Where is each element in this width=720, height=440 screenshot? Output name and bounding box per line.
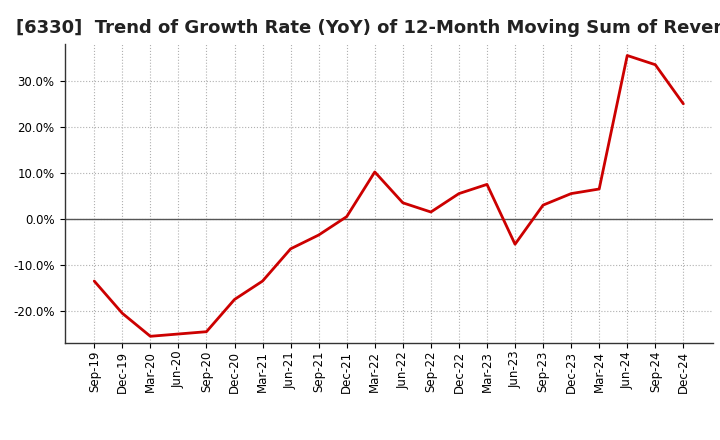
Title: [6330]  Trend of Growth Rate (YoY) of 12-Month Moving Sum of Revenues: [6330] Trend of Growth Rate (YoY) of 12-… [16,19,720,37]
